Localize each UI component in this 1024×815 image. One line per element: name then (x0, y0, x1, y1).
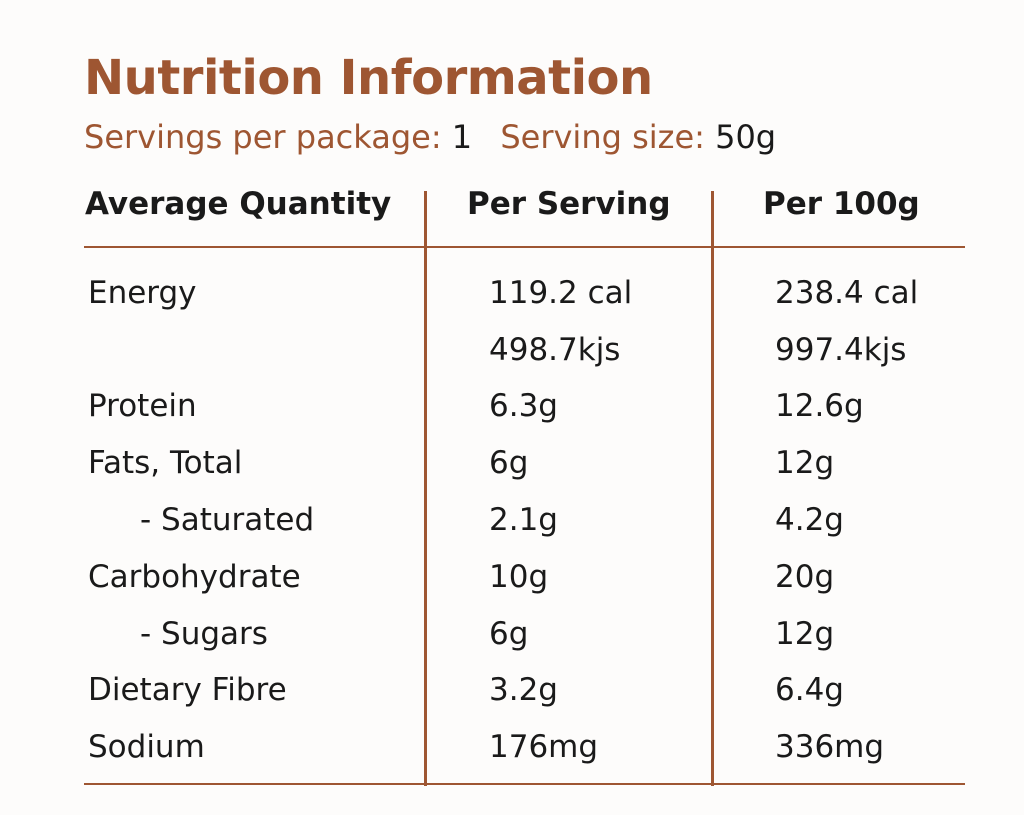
nutrient-name: - Sugars (140, 616, 268, 652)
nutrient-name: Carbohydrate (88, 559, 301, 595)
page-title: Nutrition Information (84, 50, 653, 106)
header-average-quantity: Average Quantity (85, 186, 392, 222)
nutrient-name: Fats, Total (88, 445, 243, 481)
per-serving-value: 6.3g (489, 388, 558, 424)
per-100g-value: 238.4 cal (775, 275, 919, 311)
per-serving-value: 3.2g (489, 672, 558, 708)
bottom-rule (84, 783, 965, 785)
serving-size-value: 50g (715, 118, 777, 156)
per-100g-value: 4.2g (775, 502, 844, 538)
header-per-100g: Per 100g (763, 186, 920, 222)
per-100g-value: 12g (775, 616, 835, 652)
per-100g-value: 997.4kjs (775, 332, 907, 368)
per-100g-value: 12g (775, 445, 835, 481)
per-serving-value: 176mg (489, 729, 599, 765)
nutrient-name: - Saturated (140, 502, 315, 538)
per-100g-value: 336mg (775, 729, 885, 765)
header-per-serving: Per Serving (467, 186, 671, 222)
nutrient-name: Dietary Fibre (88, 672, 287, 708)
serving-info: Servings per package: 1 Serving size: 50… (84, 118, 776, 156)
column-divider-1 (424, 191, 427, 786)
serving-size-label: Serving size: (500, 118, 705, 156)
per-serving-value: 119.2 cal (489, 275, 633, 311)
nutrient-name: Protein (88, 388, 197, 424)
nutrient-name: Energy (88, 275, 197, 311)
per-serving-value: 498.7kjs (489, 332, 621, 368)
column-divider-2 (711, 191, 714, 786)
servings-per-package-label: Servings per package: (84, 118, 442, 156)
per-serving-value: 6g (489, 616, 529, 652)
header-rule (84, 246, 965, 248)
per-100g-value: 12.6g (775, 388, 864, 424)
per-serving-value: 10g (489, 559, 549, 595)
per-100g-value: 20g (775, 559, 835, 595)
per-serving-value: 6g (489, 445, 529, 481)
nutrient-name: Sodium (88, 729, 205, 765)
per-100g-value: 6.4g (775, 672, 844, 708)
per-serving-value: 2.1g (489, 502, 558, 538)
servings-per-package-value: 1 (451, 118, 473, 156)
